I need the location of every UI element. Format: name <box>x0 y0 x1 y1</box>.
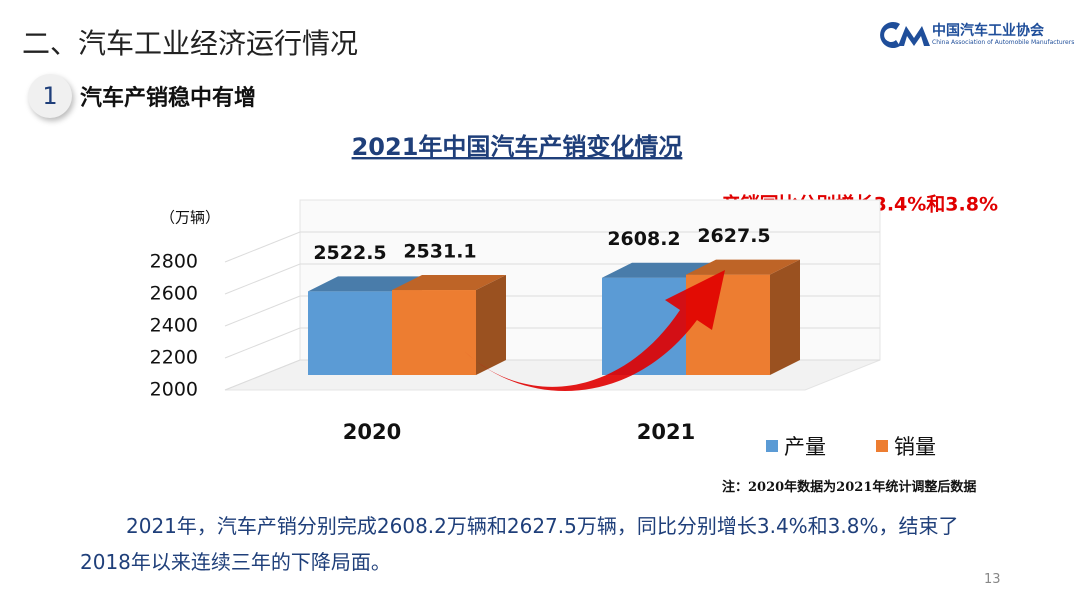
y-tick-label: 2000 <box>150 379 198 401</box>
value-label: 2522.5 <box>313 242 386 264</box>
legend-label: 销量 <box>894 435 936 459</box>
logo-name: 中国汽车工业协会 <box>932 23 1044 39</box>
sub-number: 1 <box>28 74 72 118</box>
bar <box>308 291 392 375</box>
chart-title: 2021年中国汽车产销变化情况 <box>352 133 683 161</box>
y-tick-label: 2800 <box>150 251 198 273</box>
value-label: 2627.5 <box>697 225 770 247</box>
bar-side <box>476 275 506 375</box>
legend-label: 产量 <box>784 435 826 459</box>
legend-swatch <box>766 440 778 452</box>
note: 注：2020年数据为2021年统计调整后数据 <box>722 480 977 495</box>
logo-english: China Association of Automobile Manufact… <box>932 39 1075 46</box>
y-axis-label: （万辆） <box>160 209 220 227</box>
x-tick-label: 2021 <box>637 420 695 444</box>
page-number: 13 <box>984 572 1001 587</box>
sub-title: 汽车产销稳中有增 <box>80 86 257 111</box>
logo-mark <box>880 22 930 48</box>
value-label: 2531.1 <box>403 241 476 263</box>
bar <box>392 290 476 375</box>
y-tick-label: 2400 <box>150 315 198 337</box>
paragraph: 2021年，汽车产销分别完成2608.2万辆和2627.5万辆，同比分别增长3.… <box>80 514 959 574</box>
bar-side <box>770 259 800 375</box>
bar-top <box>308 276 422 292</box>
value-label: 2608.2 <box>607 228 680 250</box>
bar-top <box>392 275 506 291</box>
legend-swatch <box>876 440 888 452</box>
y-tick-label: 2200 <box>150 347 198 369</box>
section-title: 二、汽车工业经济运行情况 <box>22 27 359 60</box>
growth-arrow <box>458 270 725 392</box>
chart: 2021年中国汽车产销变化情况 （万辆） 产销同比分别增长3.4%和3.8% 2… <box>150 133 998 459</box>
x-tick-label: 2020 <box>343 420 401 444</box>
grid-line <box>224 231 880 263</box>
y-tick-label: 2600 <box>150 283 198 305</box>
bar-top <box>686 259 800 275</box>
